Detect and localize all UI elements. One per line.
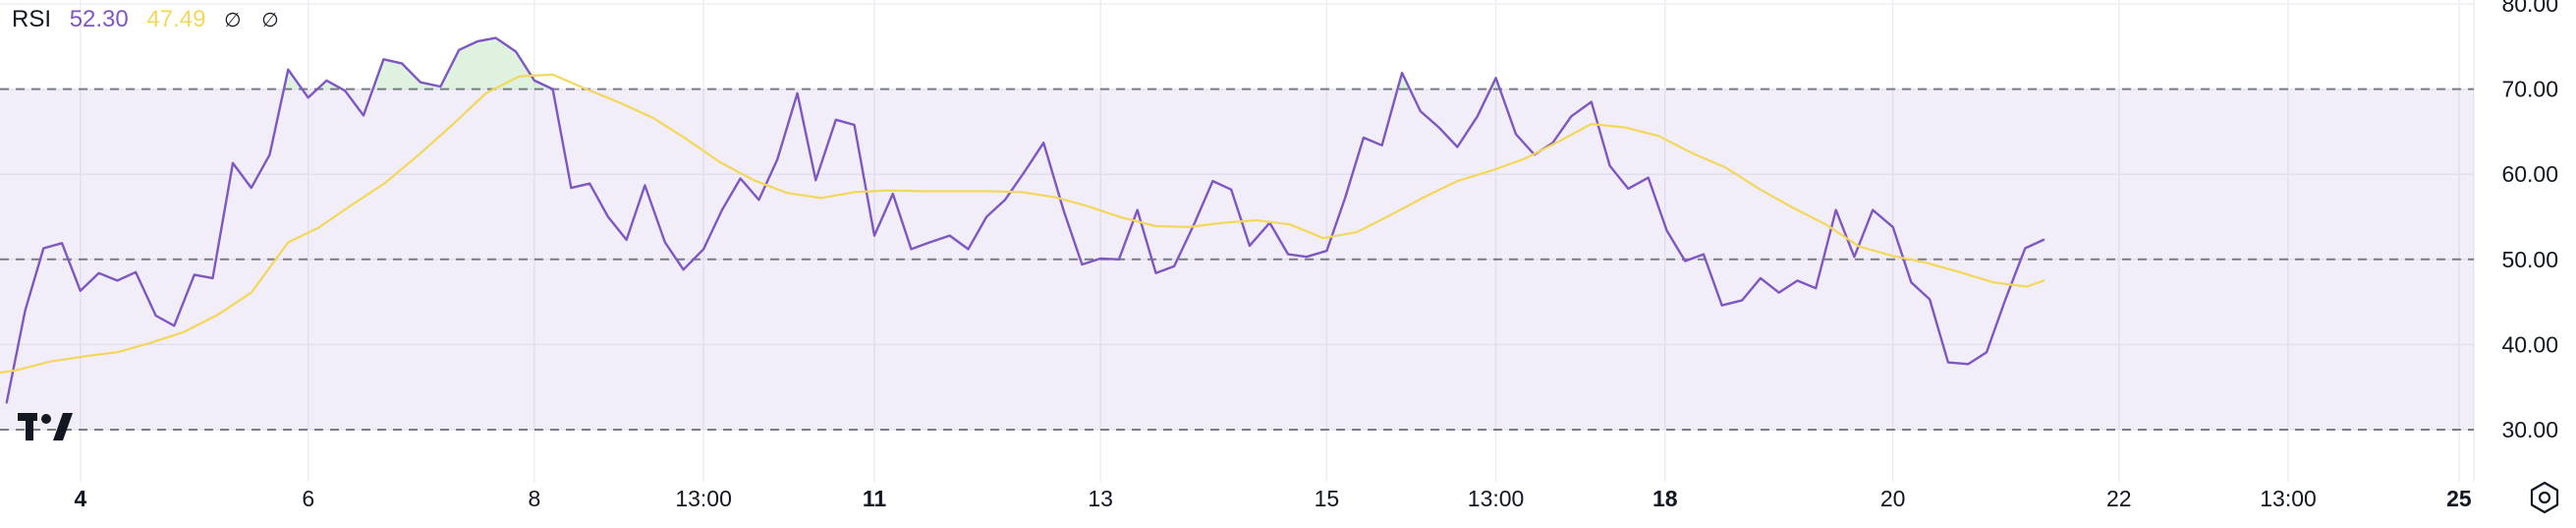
x-tick-label: 13:00 [2260,486,2317,511]
legend-ma-value: 47.49 [146,6,206,32]
legend-flag-1: ∅ [224,10,242,31]
y-tick-label: 40.00 [2501,331,2558,357]
y-tick-label: 70.00 [2501,77,2558,102]
x-tick-label: 15 [1315,486,1340,511]
y-tick-label: 80.00 [2501,0,2558,17]
x-axis: 4 6 8 13:00 11 13 15 13:00 18 20 22 13:00 25 [74,486,2471,511]
x-tick-label: 8 [528,486,540,511]
y-tick-label: 30.00 [2501,417,2558,442]
x-tick-label: 6 [302,486,314,511]
x-tick-label: 20 [1880,486,1906,511]
y-axis: 30.00 40.00 50.00 60.00 70.00 80.00 [2501,0,2558,442]
x-tick-label: 13 [1088,486,1113,511]
overbought-fill [372,37,553,89]
settings-icon[interactable] [2527,480,2562,515]
x-tick-label: 11 [863,486,887,511]
x-tick-label: 4 [74,486,86,511]
band-layer [0,88,2474,431]
x-tick-label: 22 [2106,486,2132,511]
rsi-line [5,36,2045,404]
y-tick-label: 60.00 [2501,161,2558,187]
legend-flag-2: ∅ [261,10,279,31]
x-tick-label: 25 [2446,486,2472,511]
x-tick-label: 18 [1652,486,1678,511]
legend[interactable]: RSI 52.30 47.49 ∅ ∅ [12,6,293,34]
tradingview-logo[interactable] [18,411,77,446]
x-tick-label: 13:00 [1468,486,1525,511]
series-layer [0,36,2045,404]
y-tick-label: 50.00 [2501,247,2558,272]
legend-rsi-value: 52.30 [69,6,129,32]
rsi-ma-line [0,73,2045,375]
rsi-background-band [0,88,2474,430]
legend-title: RSI [12,6,52,32]
x-tick-label: 13:00 [675,486,732,511]
